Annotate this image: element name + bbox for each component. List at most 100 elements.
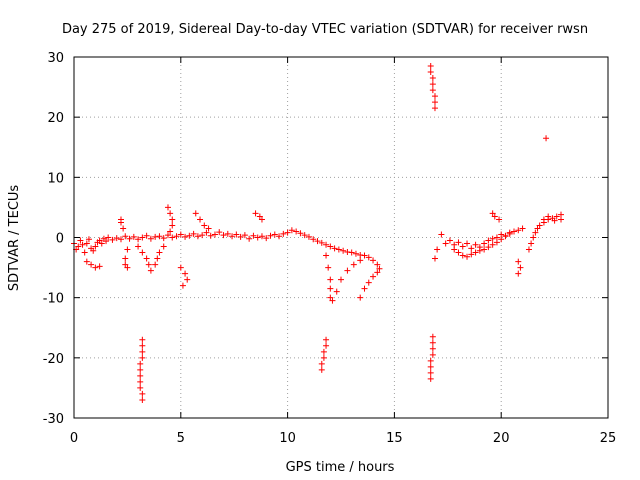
data-point	[143, 232, 150, 239]
data-point	[139, 348, 146, 355]
data-point	[122, 233, 129, 240]
x-tick-label: 25	[600, 431, 617, 446]
data-point	[147, 267, 154, 274]
data-point	[429, 345, 436, 352]
data-point	[267, 232, 274, 239]
data-point	[139, 354, 146, 361]
x-tick-label: 20	[493, 431, 510, 446]
data-point	[177, 264, 184, 271]
data-point	[75, 243, 82, 250]
data-point	[192, 210, 199, 217]
data-point	[515, 270, 522, 277]
data-point	[96, 237, 103, 244]
data-point	[333, 288, 340, 295]
data-point	[344, 267, 351, 274]
y-tick-label: -20	[43, 352, 64, 367]
data-point	[496, 216, 503, 223]
x-axis-label: GPS time / hours	[286, 460, 395, 475]
data-point	[553, 213, 560, 220]
data-point	[276, 233, 283, 240]
data-point	[137, 384, 144, 391]
data-point	[77, 237, 84, 244]
y-tick-label: -30	[43, 412, 64, 427]
data-point	[233, 231, 240, 238]
data-point	[431, 105, 438, 112]
data-point	[83, 240, 90, 247]
y-axis-label: SDTVAR / TECUs	[7, 185, 22, 292]
data-point	[329, 297, 336, 304]
data-point	[434, 246, 441, 253]
data-point	[327, 276, 334, 283]
data-point	[340, 247, 347, 254]
y-axis-ticks: -30 -20 -10 0 10 20 30	[43, 51, 608, 427]
x-tick-label: 15	[386, 431, 403, 446]
y-tick-label: 30	[47, 51, 64, 66]
data-point	[169, 234, 176, 241]
data-point	[254, 234, 261, 241]
data-point	[323, 252, 330, 259]
data-point	[318, 239, 325, 246]
data-point	[117, 236, 124, 243]
data-point	[143, 255, 150, 262]
y-tick-label: 0	[56, 232, 64, 247]
data-point	[252, 210, 259, 217]
data-point	[280, 230, 287, 237]
data-point	[201, 222, 208, 229]
data-point	[246, 235, 253, 242]
data-point	[137, 360, 144, 367]
x-tick-label: 5	[177, 431, 185, 446]
data-point	[320, 354, 327, 361]
data-point	[139, 396, 146, 403]
data-point	[365, 254, 372, 261]
data-point	[429, 339, 436, 346]
data-point	[331, 245, 338, 252]
data-point	[152, 261, 159, 268]
data-point	[137, 378, 144, 385]
data-point	[81, 249, 88, 256]
data-point	[98, 240, 105, 247]
data-point	[540, 216, 547, 223]
data-point	[323, 241, 330, 248]
data-point	[427, 69, 434, 76]
data-point	[137, 372, 144, 379]
data-point	[182, 270, 189, 277]
data-point	[344, 248, 351, 255]
data-point	[427, 375, 434, 382]
data-point	[167, 228, 174, 235]
data-point	[318, 366, 325, 373]
data-point	[429, 75, 436, 82]
data-point	[374, 261, 381, 268]
grid-lines	[74, 57, 608, 418]
data-point	[429, 81, 436, 88]
data-point	[519, 225, 526, 232]
data-point	[481, 246, 488, 253]
data-point	[310, 236, 317, 243]
data-point	[113, 235, 120, 242]
y-tick-label: 20	[47, 111, 64, 126]
data-point	[92, 264, 99, 271]
data-point	[124, 264, 131, 271]
data-point	[164, 232, 171, 239]
chart-title: Day 275 of 2019, Sidereal Day-to-day VTE…	[62, 22, 588, 37]
x-tick-label: 0	[70, 431, 78, 446]
data-points	[71, 63, 565, 403]
data-point	[139, 249, 146, 256]
data-point	[472, 241, 479, 248]
data-point	[173, 233, 180, 240]
data-point	[197, 216, 204, 223]
data-point	[493, 239, 500, 246]
y-tick-label: -10	[43, 292, 64, 307]
data-point	[335, 246, 342, 253]
data-point	[485, 244, 492, 251]
data-point	[491, 213, 498, 220]
data-point	[365, 279, 372, 286]
data-point	[489, 210, 496, 217]
data-point	[96, 263, 103, 270]
data-point	[207, 232, 214, 239]
data-point	[338, 276, 344, 283]
data-point	[327, 294, 334, 301]
data-point	[446, 237, 453, 244]
data-point	[124, 246, 131, 253]
data-point	[543, 135, 550, 142]
data-point	[79, 241, 86, 248]
